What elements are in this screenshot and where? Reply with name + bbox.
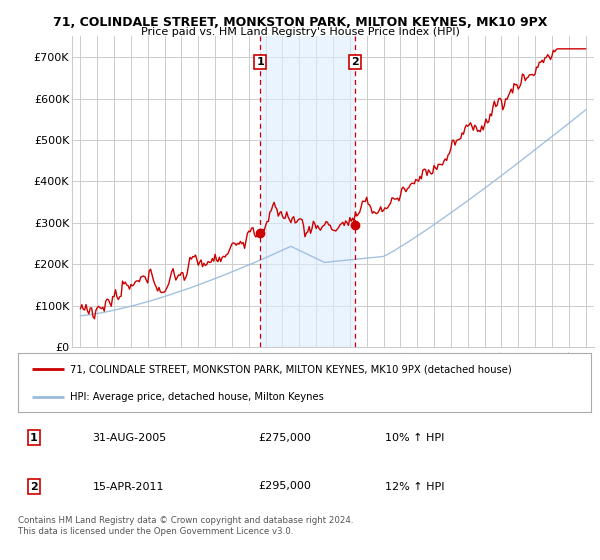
Text: 2: 2 xyxy=(351,57,359,67)
Text: £275,000: £275,000 xyxy=(259,432,311,442)
Text: 31-AUG-2005: 31-AUG-2005 xyxy=(92,432,167,442)
Text: 71, COLINDALE STREET, MONKSTON PARK, MILTON KEYNES, MK10 9PX: 71, COLINDALE STREET, MONKSTON PARK, MIL… xyxy=(53,16,547,29)
Text: 2: 2 xyxy=(30,482,38,492)
Text: 71, COLINDALE STREET, MONKSTON PARK, MILTON KEYNES, MK10 9PX (detached house): 71, COLINDALE STREET, MONKSTON PARK, MIL… xyxy=(70,364,511,374)
Text: £295,000: £295,000 xyxy=(259,482,311,492)
Text: 15-APR-2011: 15-APR-2011 xyxy=(92,482,164,492)
Text: Contains HM Land Registry data © Crown copyright and database right 2024.
This d: Contains HM Land Registry data © Crown c… xyxy=(18,516,353,536)
Text: 1: 1 xyxy=(256,57,264,67)
Bar xyxy=(260,36,355,347)
Text: 1: 1 xyxy=(30,432,38,442)
Text: 12% ↑ HPI: 12% ↑ HPI xyxy=(385,482,444,492)
Text: Price paid vs. HM Land Registry's House Price Index (HPI): Price paid vs. HM Land Registry's House … xyxy=(140,27,460,38)
Text: 10% ↑ HPI: 10% ↑ HPI xyxy=(385,432,444,442)
Text: HPI: Average price, detached house, Milton Keynes: HPI: Average price, detached house, Milt… xyxy=(70,392,323,402)
